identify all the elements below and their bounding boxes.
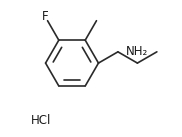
Text: NH₂: NH₂	[125, 45, 148, 58]
Text: HCl: HCl	[31, 114, 52, 127]
Text: F: F	[41, 10, 48, 23]
